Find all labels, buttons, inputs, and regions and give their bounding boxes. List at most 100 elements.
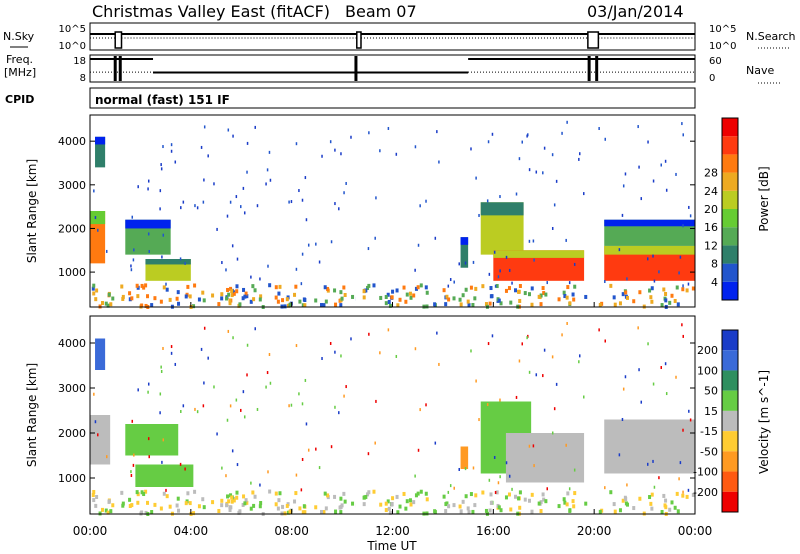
sparse-echo-121 <box>682 133 684 137</box>
near-range-echo-201 <box>226 494 230 499</box>
sparse-echo-164 <box>555 179 558 183</box>
near-range-echo-26 <box>333 494 337 499</box>
sparse-echo-115 <box>106 249 108 253</box>
sparse-echo-48 <box>170 149 173 153</box>
sparse-echo-27 <box>475 379 477 383</box>
near-range-echo-86 <box>367 490 371 495</box>
near-range-echo-57 <box>229 286 233 291</box>
near-range-echo-46 <box>251 284 255 289</box>
near-range-echo-51 <box>445 501 449 506</box>
sparse-echo-32 <box>638 165 640 169</box>
near-range-echo-185 <box>412 293 416 298</box>
sparse-echo-138 <box>470 147 472 151</box>
velocity-ytick-label-3: 4000 <box>58 337 86 350</box>
sparse-echo-55 <box>267 470 269 474</box>
near-range-echo-187 <box>303 510 307 515</box>
near-range-echo-140 <box>444 509 448 514</box>
sparse-echo-158 <box>578 157 580 161</box>
sparse-echo-179 <box>604 486 606 490</box>
sparse-echo-22 <box>334 405 336 409</box>
sparse-echo-29 <box>521 140 523 144</box>
near-range-echo-121 <box>153 296 157 301</box>
sparse-echo-70 <box>340 354 342 358</box>
sparse-echo-131 <box>637 326 639 330</box>
nave-ytick-bottom: 0 <box>709 73 715 84</box>
xtick-label-4: 16:00 <box>476 524 511 538</box>
sparse-echo-7 <box>566 120 568 124</box>
near-range-echo-70 <box>379 502 383 507</box>
near-range-echo-255 <box>278 284 282 289</box>
sparse-echo-37 <box>681 323 683 327</box>
sparse-echo-92 <box>334 148 336 152</box>
near-range-echo-153 <box>142 285 146 290</box>
near-range-echo-184 <box>245 294 249 299</box>
near-range-echo-134 <box>527 292 531 297</box>
sparse-echo-71 <box>551 355 554 359</box>
sparse-echo-159 <box>229 404 232 408</box>
near-range-echo-75 <box>252 503 256 508</box>
sparse-echo-7 <box>566 321 568 325</box>
sparse-echo-118 <box>196 206 199 210</box>
sparse-echo-163 <box>93 392 95 396</box>
near-range-echo-195 <box>537 294 541 299</box>
near-range-echo-217 <box>507 492 511 497</box>
sparse-echo-122 <box>160 167 163 171</box>
sparse-echo-109 <box>553 407 556 411</box>
near-range-echo-163 <box>220 292 224 297</box>
sparse-echo-90 <box>414 474 416 478</box>
sparse-echo-65 <box>131 215 134 219</box>
sparse-echo-17 <box>132 463 135 467</box>
near-range-echo-49 <box>144 283 148 288</box>
sparse-echo-163 <box>93 189 95 193</box>
sparse-echo-104 <box>664 159 667 163</box>
near-range-echo-91 <box>474 286 478 291</box>
sparse-echo-171 <box>626 483 628 487</box>
date-label: 03/Jan/2014 <box>587 2 684 21</box>
cpid-label: CPID <box>5 93 34 106</box>
power-colorbar-label: Power [dB] <box>757 166 771 231</box>
near-range-echo-208 <box>283 511 287 516</box>
sparse-echo-130 <box>290 403 293 407</box>
echo-region-4 <box>460 446 469 469</box>
sparse-echo-72 <box>508 268 511 272</box>
near-range-echo-213 <box>140 490 144 495</box>
near-range-echo-214 <box>573 491 577 496</box>
near-range-echo-1 <box>159 299 163 304</box>
sparse-echo-50 <box>213 385 215 389</box>
near-range-echo-212 <box>514 288 518 293</box>
sparse-echo-149 <box>367 452 370 456</box>
near-range-echo-168 <box>150 510 154 515</box>
near-range-echo-71 <box>95 288 99 293</box>
sparse-echo-77 <box>546 487 548 491</box>
sparse-echo-155 <box>379 149 381 153</box>
near-range-echo-218 <box>340 503 344 508</box>
sparse-echo-136 <box>203 178 205 182</box>
near-range-echo-188 <box>177 508 181 513</box>
near-range-echo-128 <box>387 299 391 304</box>
near-range-echo-249 <box>442 288 446 293</box>
near-range-echo-62 <box>388 303 392 308</box>
sparse-echo-19 <box>288 200 290 204</box>
near-range-echo-151 <box>649 295 653 300</box>
echo-region-edge-0 <box>90 211 106 225</box>
sparse-echo-93 <box>345 385 347 389</box>
near-range-echo-167 <box>92 291 96 296</box>
near-range-echo-146 <box>539 500 543 505</box>
near-range-echo-99 <box>121 296 125 301</box>
sparse-echo-126 <box>301 402 304 406</box>
sparse-echo-158 <box>578 360 580 364</box>
data-gap-1 <box>587 317 598 513</box>
near-range-echo-188 <box>177 301 181 306</box>
velocity-colorbar-swatch-0 <box>722 330 738 351</box>
near-range-echo-100 <box>372 489 376 494</box>
near-range-echo-143 <box>293 499 297 504</box>
near-range-echo-124 <box>530 286 534 291</box>
sparse-echo-12 <box>236 257 239 261</box>
sparse-echo-127 <box>225 474 227 478</box>
near-range-echo-75 <box>252 297 256 302</box>
near-range-echo-90 <box>419 283 423 288</box>
near-range-echo-52 <box>165 494 169 499</box>
near-range-echo-180 <box>176 496 180 501</box>
near-range-echo-231 <box>598 509 602 514</box>
sparse-echo-88 <box>200 145 203 149</box>
